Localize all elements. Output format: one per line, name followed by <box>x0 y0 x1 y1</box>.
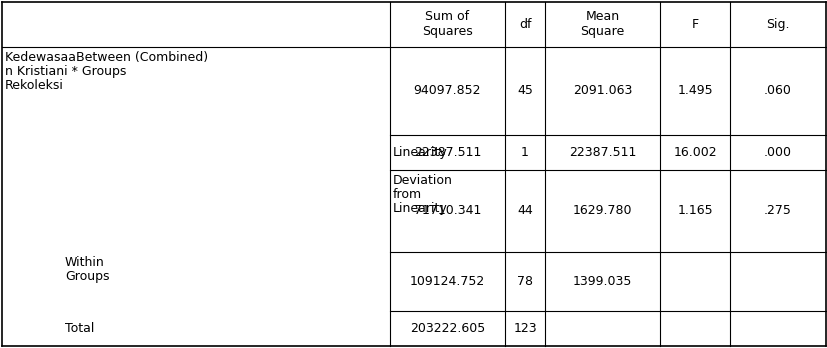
Text: .275: .275 <box>763 205 791 218</box>
Text: Linearity: Linearity <box>393 202 447 215</box>
Text: Rekoleksi: Rekoleksi <box>5 79 64 92</box>
Text: .000: .000 <box>763 146 791 159</box>
Text: Within: Within <box>65 256 105 269</box>
Text: Deviation: Deviation <box>393 174 452 187</box>
Text: 1.495: 1.495 <box>676 85 712 97</box>
Text: 71710.341: 71710.341 <box>414 205 480 218</box>
Text: 16.002: 16.002 <box>672 146 716 159</box>
Text: Total: Total <box>65 322 94 335</box>
Text: 45: 45 <box>516 85 533 97</box>
Text: df: df <box>519 18 531 31</box>
Text: Groups: Groups <box>65 270 109 283</box>
Text: 22387.511: 22387.511 <box>568 146 635 159</box>
Text: 1.165: 1.165 <box>676 205 712 218</box>
Text: 1629.780: 1629.780 <box>572 205 632 218</box>
Text: from: from <box>393 188 422 201</box>
Text: Sum of
Squares: Sum of Squares <box>422 10 472 39</box>
Text: Sig.: Sig. <box>765 18 789 31</box>
Text: 2091.063: 2091.063 <box>572 85 632 97</box>
Text: 1399.035: 1399.035 <box>572 275 632 288</box>
Text: 22387.511: 22387.511 <box>414 146 480 159</box>
Text: 44: 44 <box>517 205 533 218</box>
Text: 123: 123 <box>513 322 536 335</box>
Text: 1: 1 <box>520 146 528 159</box>
Text: 78: 78 <box>516 275 533 288</box>
Text: KedewasaaBetween (Combined): KedewasaaBetween (Combined) <box>5 51 208 64</box>
Text: n Kristiani * Groups: n Kristiani * Groups <box>5 65 127 78</box>
Text: .060: .060 <box>763 85 791 97</box>
Text: 203222.605: 203222.605 <box>409 322 485 335</box>
Text: Linearity: Linearity <box>393 146 447 159</box>
Text: Mean
Square: Mean Square <box>580 10 624 39</box>
Text: 94097.852: 94097.852 <box>414 85 480 97</box>
Text: F: F <box>691 18 698 31</box>
Text: 109124.752: 109124.752 <box>409 275 485 288</box>
